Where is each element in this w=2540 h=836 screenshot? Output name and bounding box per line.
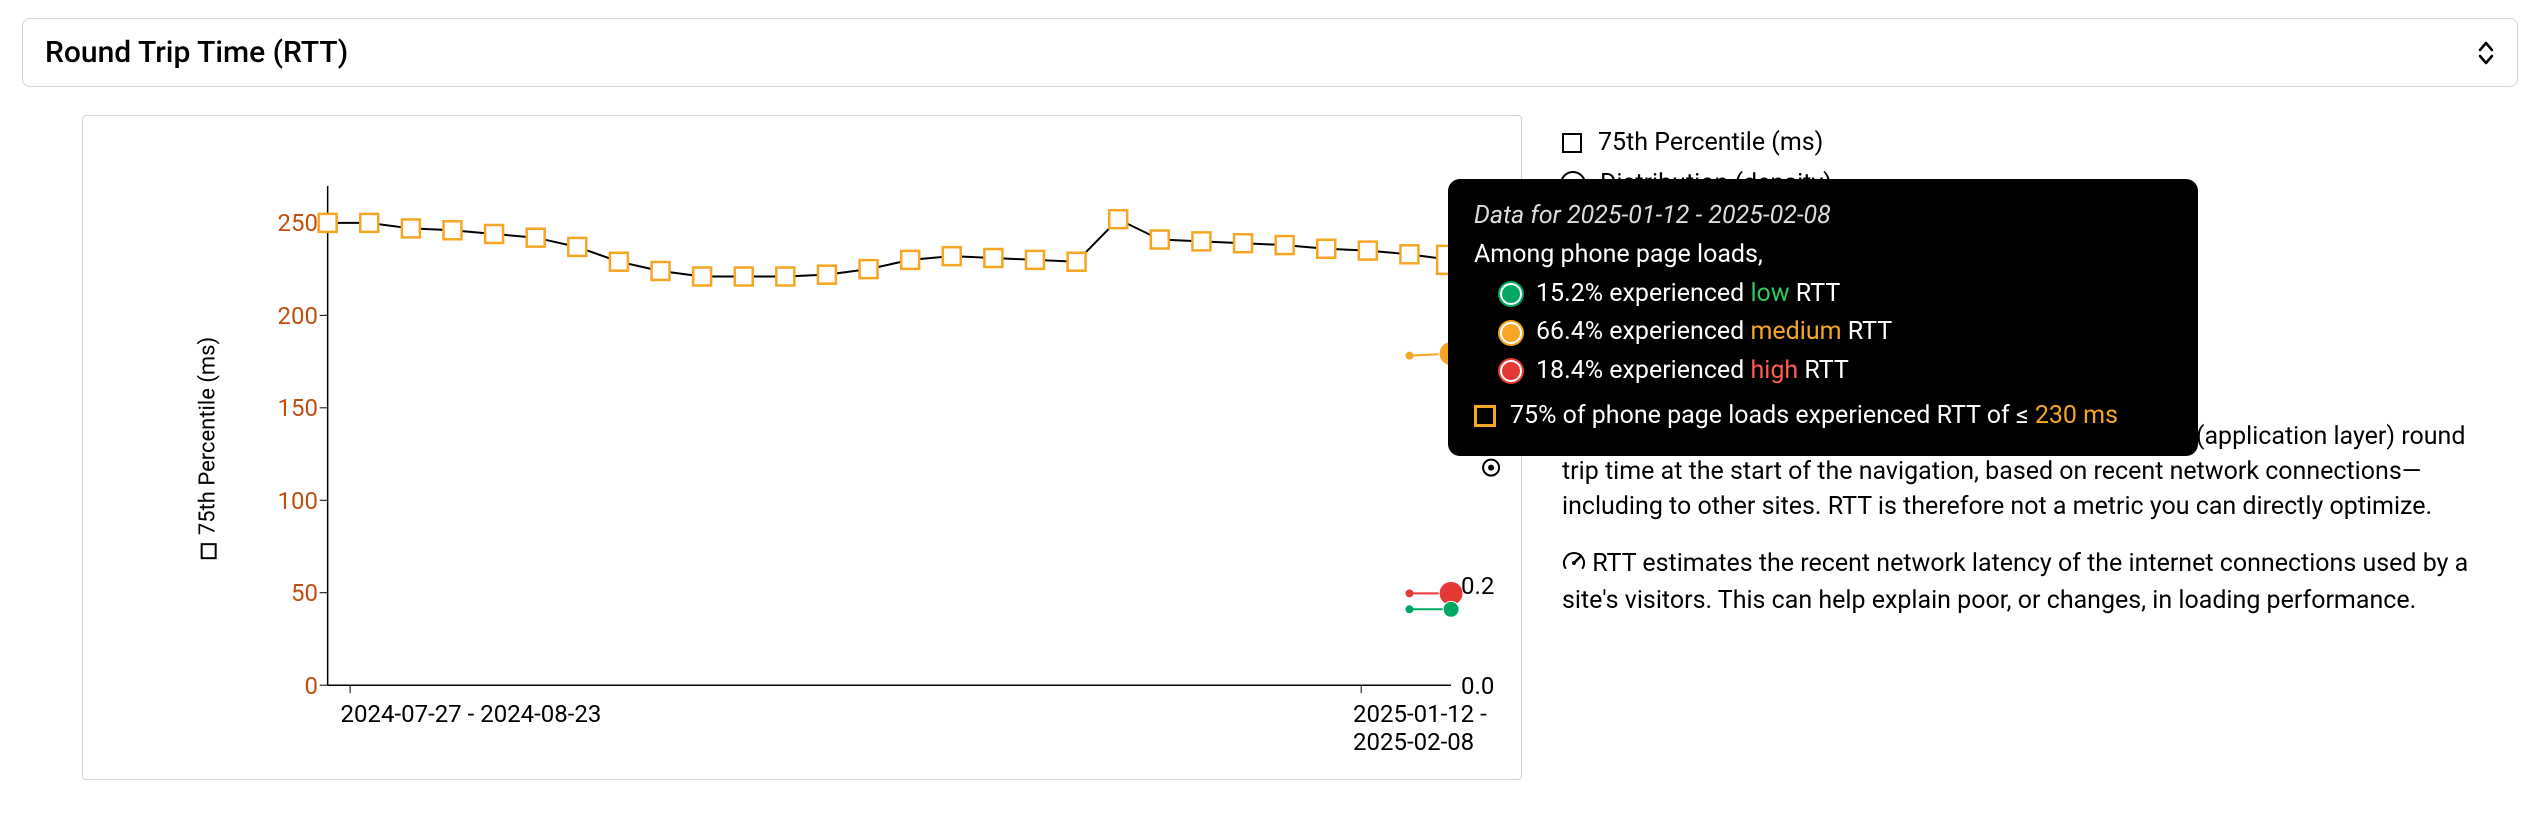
tooltip-row: 15.2% experienced low RTT bbox=[1500, 275, 2172, 314]
chart-tooltip: Data for 2025-01-12 - 2025-02-08 Among p… bbox=[1448, 179, 2198, 456]
tooltip-subheader: Among phone page loads, bbox=[1474, 236, 2172, 275]
y-tick-label: 150 bbox=[270, 394, 318, 422]
info-para-2-text: RTT estimates the recent network latency… bbox=[1562, 549, 2468, 615]
tooltip-row: 66.4% experienced medium RTT bbox=[1500, 313, 2172, 352]
square-marker-icon bbox=[1474, 405, 1496, 427]
legend-percentile[interactable]: 75th Percentile (ms) bbox=[1562, 125, 2518, 160]
tooltip-summary: 75% of phone page loads experienced RTT … bbox=[1474, 397, 2172, 436]
metric-dropdown[interactable]: Round Trip Time (RTT) bbox=[22, 18, 2518, 87]
y-tick-label: 100 bbox=[270, 487, 318, 515]
tooltip-summary-value: 230 ms bbox=[2035, 401, 2118, 430]
y-tick-label: 250 bbox=[270, 209, 318, 237]
unfold-icon bbox=[2477, 39, 2495, 67]
x-tick-label: 2024-07-27 - 2024-08-23 bbox=[341, 700, 602, 728]
y-tick-label: 50 bbox=[270, 579, 318, 607]
y2-tick-label: 0.2 bbox=[1461, 572, 1494, 600]
x-tick-label: 2025-01-12 - 2025-02-08 bbox=[1353, 700, 1521, 756]
y2-tick-label: 0.0 bbox=[1461, 672, 1494, 700]
speed-icon bbox=[1562, 548, 1586, 583]
content-area: 75th Percentile (ms) Dis 050100150200250… bbox=[22, 115, 2518, 780]
tooltip-header: Data for 2025-01-12 - 2025-02-08 bbox=[1474, 197, 2172, 236]
bullet-red-icon bbox=[1500, 360, 1522, 382]
legend-percentile-label: 75th Percentile (ms) bbox=[1598, 125, 1823, 160]
y-tick-label: 200 bbox=[270, 302, 318, 330]
bullet-orange-icon bbox=[1500, 322, 1522, 344]
y-tick-label: 0 bbox=[270, 672, 318, 700]
tooltip-row: 18.4% experienced high RTT bbox=[1500, 352, 2172, 391]
square-marker-icon bbox=[1562, 133, 1582, 153]
chart-panel: 75th Percentile (ms) Dis 050100150200250… bbox=[82, 115, 1522, 780]
bullet-green-icon bbox=[1500, 283, 1522, 305]
info-para-2: RTT estimates the recent network latency… bbox=[1562, 546, 2482, 618]
dropdown-label: Round Trip Time (RTT) bbox=[45, 35, 348, 70]
tooltip-summary-prefix: 75% of phone page loads experienced RTT … bbox=[1510, 401, 2035, 430]
